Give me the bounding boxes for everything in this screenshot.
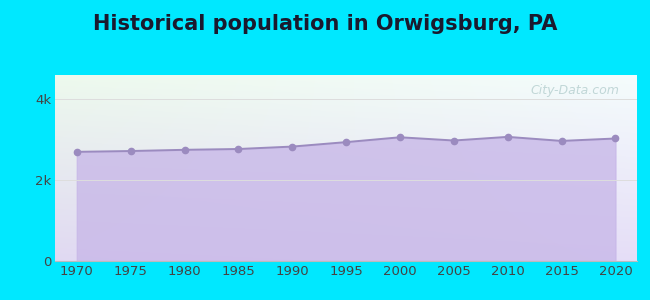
Point — [502, 134, 513, 139]
Point — [395, 135, 405, 140]
Point — [233, 147, 244, 152]
Point — [125, 148, 136, 153]
Point — [287, 144, 298, 149]
Point — [556, 139, 567, 143]
Point — [341, 140, 351, 145]
Point — [72, 149, 82, 154]
Text: Historical population in Orwigsburg, PA: Historical population in Orwigsburg, PA — [93, 14, 557, 34]
Point — [179, 147, 190, 152]
Point — [448, 138, 459, 143]
Text: City-Data.com: City-Data.com — [530, 84, 619, 97]
Point — [610, 136, 621, 141]
